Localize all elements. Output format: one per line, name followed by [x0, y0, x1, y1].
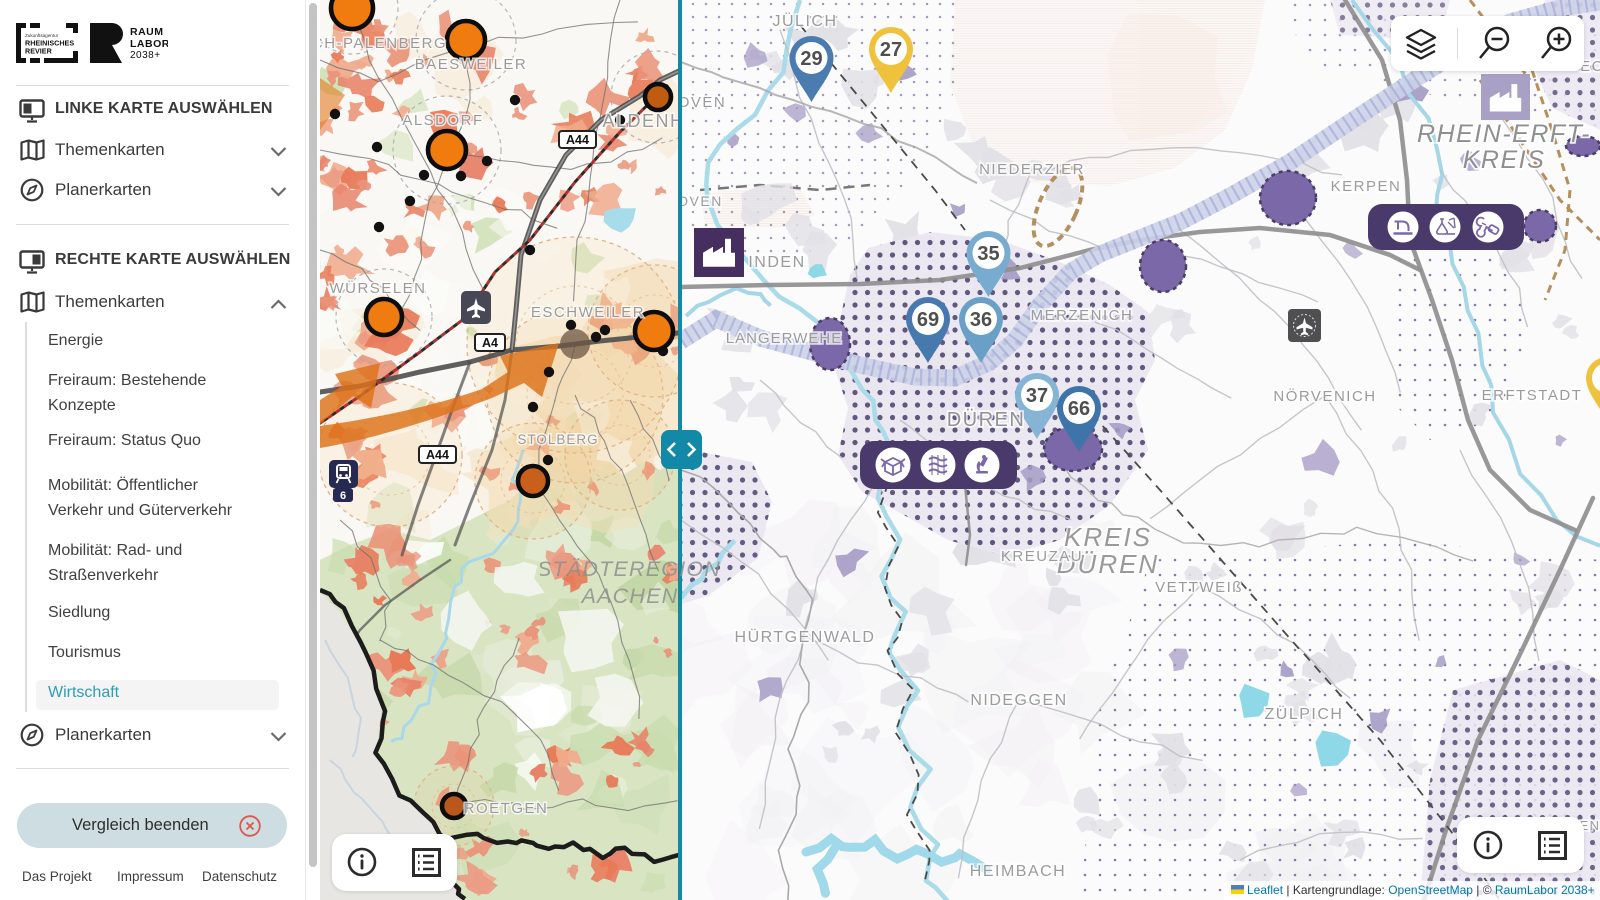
svg-text:66: 66	[1068, 398, 1090, 420]
svg-text:DÜREN: DÜREN	[947, 409, 1026, 431]
svg-text:HÜRTGENWALD: HÜRTGENWALD	[735, 628, 876, 646]
svg-text:INDEN: INDEN	[748, 254, 805, 271]
svg-text:Zukunftsagentur: Zukunftsagentur	[25, 33, 59, 38]
svg-text:JÜLICH: JÜLICH	[772, 12, 837, 30]
svg-text:BAESWEILER: BAESWEILER	[415, 56, 528, 73]
svg-text:A44: A44	[566, 133, 589, 147]
svg-text:DÜREN: DÜREN	[1057, 549, 1159, 579]
svg-text:REVIER: REVIER	[25, 47, 53, 56]
svg-text:A4: A4	[482, 336, 498, 350]
svg-text:MERZENICH: MERZENICH	[1031, 307, 1134, 324]
svg-text:NIDEGGEN: NIDEGGEN	[970, 692, 1067, 709]
svg-text:WÜRSELEN: WÜRSELEN	[329, 279, 426, 297]
svg-text:NIEDERZIER: NIEDERZIER	[979, 161, 1085, 178]
svg-text:35: 35	[977, 243, 999, 265]
svg-text:A44: A44	[426, 448, 449, 462]
svg-text:BACH-PALENBERG: BACH-PALENBERG	[320, 35, 447, 52]
svg-text:NÖRVENICH: NÖRVENICH	[1273, 387, 1376, 405]
svg-text:37: 37	[1026, 385, 1048, 407]
svg-text:ESCHWEILER: ESCHWEILER	[531, 304, 645, 321]
svg-text:KREIS: KREIS	[1064, 522, 1152, 552]
svg-text:VETTWEIß: VETTWEIß	[1155, 579, 1243, 596]
svg-text:ZÜLPICH: ZÜLPICH	[1265, 705, 1344, 723]
svg-text:27: 27	[880, 39, 902, 61]
svg-text:KERPEN: KERPEN	[1331, 178, 1402, 195]
svg-text:AACHEN: AACHEN	[580, 584, 679, 608]
svg-text:KREIS: KREIS	[1463, 146, 1546, 174]
svg-text:HEIMBACH: HEIMBACH	[970, 863, 1066, 880]
svg-text:KREUZAU: KREUZAU	[1001, 548, 1083, 565]
svg-text:RHEINISCHES: RHEINISCHES	[25, 39, 74, 48]
svg-text:OVEN: OVEN	[681, 94, 726, 111]
svg-text:36: 36	[970, 309, 992, 331]
svg-text:ERFTSTADT: ERFTSTADT	[1482, 387, 1583, 404]
svg-text:29: 29	[800, 48, 822, 70]
svg-text:ALDENHOVEN: ALDENHOVEN	[602, 111, 678, 131]
svg-text:RAUM: RAUM	[130, 26, 164, 38]
svg-text:ROETGEN: ROETGEN	[464, 800, 549, 817]
svg-text:RHEIN-ERFT-: RHEIN-ERFT-	[1417, 120, 1591, 148]
svg-text:LANGERWEHE: LANGERWEHE	[726, 330, 842, 347]
svg-text:69: 69	[917, 309, 939, 331]
svg-text:STÄDTEREGION: STÄDTEREGION	[540, 557, 720, 581]
svg-text:6: 6	[340, 490, 346, 502]
svg-text:OVEN: OVEN	[681, 193, 723, 209]
svg-text:ALSDORF: ALSDORF	[402, 112, 483, 129]
svg-text:LABOR: LABOR	[130, 38, 168, 50]
svg-text:2038+: 2038+	[130, 50, 161, 61]
svg-text:STOLBERG: STOLBERG	[517, 432, 598, 447]
